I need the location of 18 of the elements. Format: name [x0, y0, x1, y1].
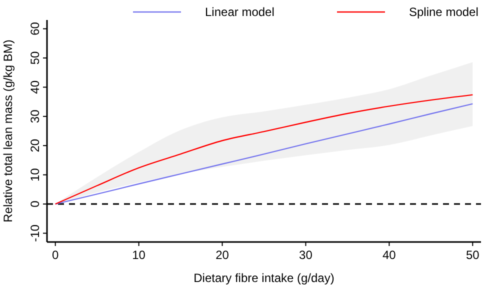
x-tick-label: 30 — [299, 248, 313, 262]
y-tick-label: 0 — [28, 200, 42, 208]
y-tick-label: 40 — [28, 80, 42, 94]
y-tick-label: 20 — [28, 138, 42, 152]
legend-label: Spline model — [409, 5, 478, 19]
y-tick-label: 30 — [28, 109, 42, 124]
y-tick-label: 10 — [28, 168, 42, 182]
x-tick-label: 40 — [382, 248, 396, 262]
y-tick-label: 50 — [28, 50, 42, 65]
x-axis-title: Dietary fibre intake (g/day) — [194, 271, 334, 285]
x-tick-label: 0 — [52, 248, 59, 262]
y-tick-label: 60 — [28, 22, 42, 36]
legend-label: Linear model — [205, 5, 274, 19]
y-tick-label: -10 — [28, 224, 42, 242]
x-tick-label: 20 — [216, 248, 230, 262]
x-tick-label: 10 — [132, 248, 146, 262]
x-tick-label: 50 — [466, 248, 480, 262]
y-axis-title: Relative total lean mass (g/kg BM) — [1, 40, 15, 222]
